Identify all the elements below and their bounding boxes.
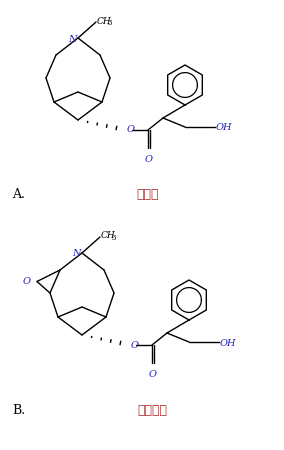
Text: O: O	[149, 370, 157, 379]
Text: O: O	[127, 126, 135, 135]
Text: N: N	[68, 35, 77, 44]
Text: O: O	[23, 277, 31, 286]
Text: O: O	[131, 341, 139, 350]
Text: B.: B.	[12, 404, 25, 417]
Text: CH: CH	[97, 17, 112, 26]
Text: CH: CH	[101, 231, 116, 240]
Text: N: N	[72, 249, 81, 258]
Text: OH: OH	[220, 338, 237, 347]
Text: O: O	[145, 155, 153, 164]
Text: 东萸菪碕: 东萸菪碕	[137, 404, 167, 417]
Text: 3: 3	[107, 19, 111, 27]
Text: A.: A.	[12, 189, 25, 202]
Text: OH: OH	[216, 123, 233, 132]
Text: 阿托品: 阿托品	[137, 189, 159, 202]
Text: 3: 3	[111, 234, 115, 242]
